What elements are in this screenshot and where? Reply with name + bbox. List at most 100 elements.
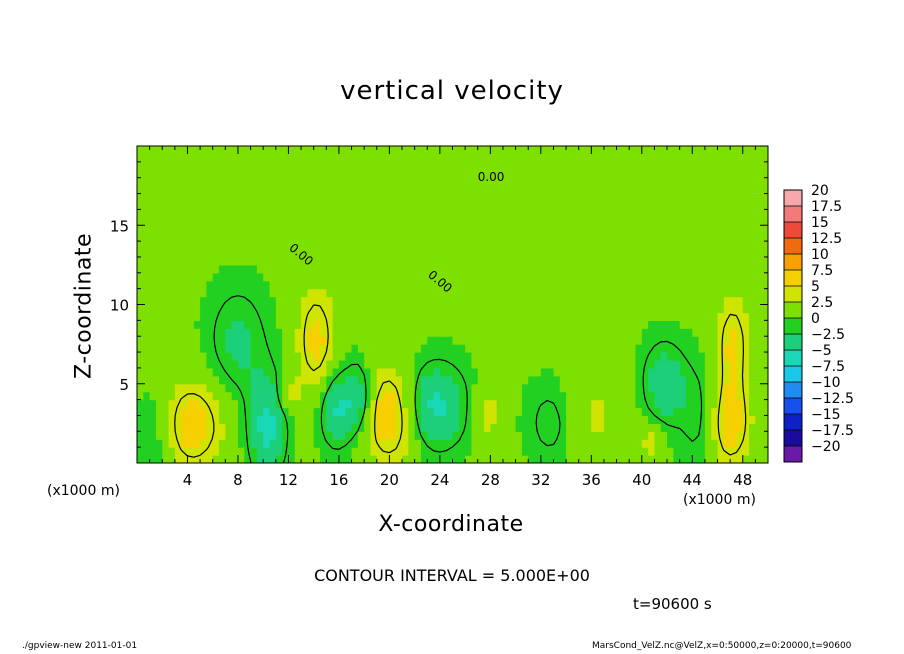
- field-cell: [313, 336, 321, 345]
- field-cell: [250, 209, 258, 218]
- field-cell: [200, 146, 208, 155]
- field-cell: [427, 391, 435, 401]
- field-cell: [534, 320, 542, 329]
- field-cell: [521, 447, 529, 456]
- field-cell: [660, 169, 668, 179]
- field-cell: [395, 272, 403, 282]
- field-cell: [622, 344, 630, 353]
- field-cell: [193, 201, 201, 211]
- field-cell: [181, 185, 189, 195]
- field-cell: [402, 296, 409, 306]
- field-cell: [155, 367, 163, 377]
- field-cell: [585, 328, 592, 337]
- field-cell: [648, 391, 656, 401]
- field-cell: [414, 193, 422, 203]
- field-cell: [635, 256, 643, 266]
- field-cell: [648, 256, 656, 266]
- field-cell: [168, 296, 176, 306]
- field-cell: [629, 375, 637, 385]
- field-cell: [755, 344, 763, 353]
- field-cell: [345, 217, 353, 226]
- field-cell: [578, 296, 586, 306]
- field-cell: [515, 359, 523, 369]
- field-cell: [585, 225, 592, 234]
- field-cell: [319, 153, 327, 163]
- field-cell: [275, 352, 283, 361]
- field-cell: [225, 336, 233, 345]
- field-cell: [439, 391, 447, 401]
- field-cell: [603, 177, 611, 187]
- field-cell: [641, 233, 649, 242]
- field-cell: [294, 209, 302, 218]
- field-cell: [351, 146, 359, 155]
- field-cell: [673, 439, 681, 448]
- field-cell: [521, 288, 529, 298]
- field-cell: [420, 383, 428, 393]
- field-cell: [629, 193, 637, 203]
- field-cell: [225, 431, 233, 440]
- field-cell: [370, 177, 378, 187]
- field-cell: [742, 264, 750, 274]
- field-cell: [301, 177, 308, 187]
- field-cell: [685, 344, 693, 353]
- field-cell: [616, 320, 624, 329]
- field-cell: [389, 367, 397, 377]
- field-cell: [559, 455, 567, 463]
- field-cell: [187, 336, 195, 345]
- field-cell: [256, 320, 264, 329]
- field-cell: [667, 407, 674, 417]
- field-cell: [477, 201, 485, 211]
- field-cell: [685, 367, 693, 377]
- field-cell: [648, 153, 656, 163]
- field-cell: [730, 209, 738, 218]
- field-cell: [439, 153, 447, 163]
- field-cell: [622, 320, 630, 329]
- field-cell: [294, 328, 302, 337]
- field-cell: [749, 367, 756, 377]
- field-cell: [288, 153, 296, 163]
- field-cell: [452, 161, 460, 171]
- field-cell: [174, 312, 182, 321]
- field-cell: [212, 296, 220, 306]
- field-cell: [383, 375, 390, 385]
- field-cell: [597, 328, 605, 337]
- field-cell: [200, 193, 208, 203]
- field-cell: [496, 296, 504, 306]
- field-cell: [616, 225, 624, 234]
- field-cell: [408, 185, 416, 195]
- field-cell: [559, 280, 567, 290]
- field-cell: [237, 407, 245, 417]
- field-cell: [187, 431, 195, 440]
- field-cell: [629, 225, 637, 234]
- field-cell: [692, 455, 700, 463]
- field-cell: [162, 391, 170, 401]
- field-cell: [414, 296, 422, 306]
- field-cell: [275, 264, 283, 274]
- field-cell: [667, 344, 674, 353]
- field-cell: [585, 169, 592, 179]
- field-cell: [471, 185, 479, 195]
- field-cell: [585, 455, 592, 463]
- field-cell: [553, 383, 561, 393]
- field-cell: [263, 272, 271, 282]
- field-cell: [313, 249, 321, 258]
- field-cell: [313, 447, 321, 456]
- field-cell: [206, 367, 214, 377]
- field-cell: [566, 209, 573, 218]
- field-cell: [288, 241, 296, 250]
- field-cell: [553, 312, 561, 321]
- field-cell: [654, 447, 662, 456]
- field-cell: [376, 375, 384, 385]
- field-cell: [256, 233, 264, 242]
- field-cell: [389, 233, 397, 242]
- field-cell: [376, 233, 384, 242]
- field-cell: [326, 264, 334, 274]
- field-cell: [219, 312, 226, 321]
- field-cell: [338, 161, 346, 171]
- field-cell: [219, 352, 226, 361]
- field-cell: [685, 241, 693, 250]
- field-cell: [193, 146, 201, 155]
- field-cell: [465, 391, 473, 401]
- field-cell: [231, 304, 239, 314]
- field-cell: [572, 407, 580, 417]
